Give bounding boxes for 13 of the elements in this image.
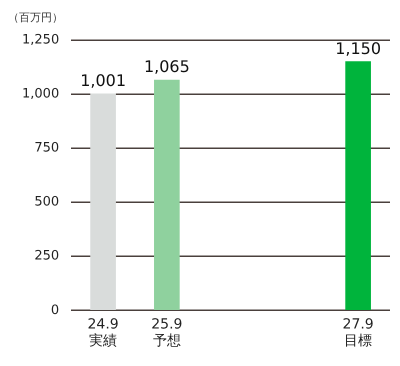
- y-axis-title: （百万円）: [8, 10, 63, 25]
- x-tick-label: 24.9 実績: [88, 316, 119, 350]
- y-tick-label: 250: [34, 248, 60, 264]
- y-tick-label: 0: [50, 302, 60, 318]
- y-tick-label: 500: [34, 194, 60, 210]
- data-label: 1,001: [80, 71, 126, 90]
- data-label: 1,150: [335, 38, 382, 58]
- x-tick-label: 27.9 目標: [342, 316, 374, 350]
- data-label: 1,065: [144, 57, 190, 76]
- y-tick-label: 1,250: [22, 32, 60, 48]
- y-tick-label: 750: [34, 140, 60, 156]
- y-tick-label: 1,000: [22, 86, 60, 102]
- x-tick-label: 25.9 予想: [151, 316, 182, 350]
